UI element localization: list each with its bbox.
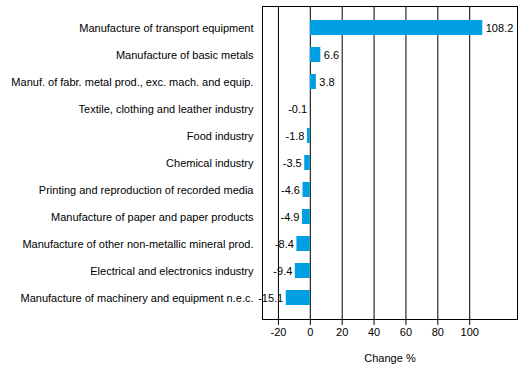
svg-text:-0.1: -0.1 [288, 103, 307, 115]
svg-text:40: 40 [368, 326, 380, 338]
svg-text:Textile, clothing and leather: Textile, clothing and leather industry [79, 103, 254, 115]
svg-text:Manufacture of other non-metal: Manufacture of other non-metallic minera… [22, 238, 253, 250]
svg-text:6.6: 6.6 [324, 49, 339, 61]
svg-text:20: 20 [336, 326, 348, 338]
svg-text:100: 100 [461, 326, 479, 338]
svg-text:-4.6: -4.6 [281, 184, 300, 196]
svg-text:-4.9: -4.9 [281, 211, 300, 223]
svg-text:Manufacture of basic metals: Manufacture of basic metals [116, 49, 254, 61]
svg-text:Printing and reproduction of r: Printing and reproduction of recorded me… [39, 184, 255, 196]
svg-text:-1.8: -1.8 [285, 130, 304, 142]
svg-text:Manufacture of transport equip: Manufacture of transport equipment [79, 22, 253, 34]
svg-text:108.2: 108.2 [486, 22, 514, 34]
svg-text:Electrical and electronics ind: Electrical and electronics industry [90, 265, 254, 277]
svg-text:-15.1: -15.1 [258, 292, 283, 304]
svg-text:-8.4: -8.4 [275, 238, 294, 250]
svg-text:Manufacture of machinery and e: Manufacture of machinery and equipment n… [21, 292, 254, 304]
svg-text:Manufacture of paper and paper: Manufacture of paper and paper products [51, 211, 254, 223]
svg-text:-20: -20 [270, 326, 286, 338]
svg-text:Change %: Change % [364, 352, 416, 364]
svg-text:-3.5: -3.5 [283, 157, 302, 169]
svg-text:0: 0 [307, 326, 313, 338]
svg-text:Chemical industry: Chemical industry [166, 157, 254, 169]
svg-text:Manuf. of fabr. metal prod., e: Manuf. of fabr. metal prod., exc. mach. … [11, 76, 253, 88]
svg-text:Food industry: Food industry [187, 130, 254, 142]
svg-text:3.8: 3.8 [319, 76, 334, 88]
svg-text:-9.4: -9.4 [273, 265, 292, 277]
svg-text:80: 80 [432, 326, 444, 338]
svg-text:60: 60 [400, 326, 412, 338]
